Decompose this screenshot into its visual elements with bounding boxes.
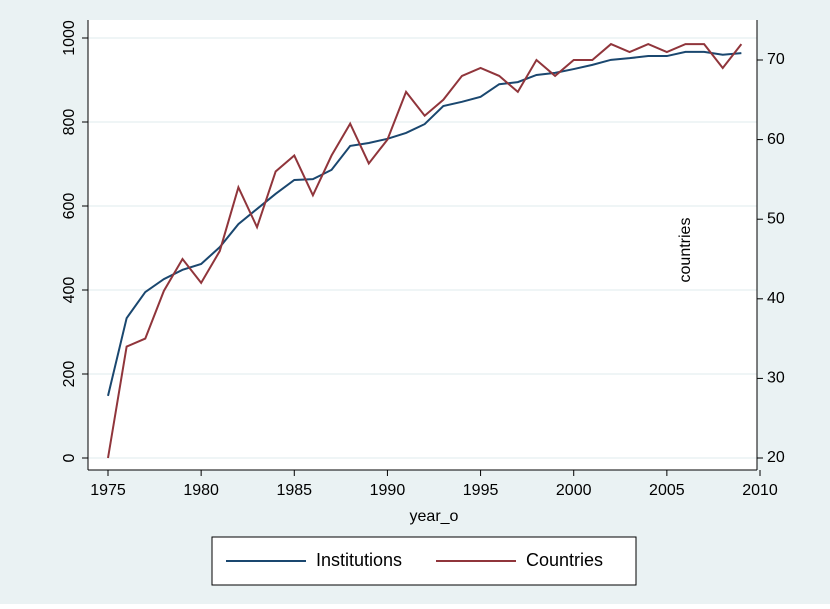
y2-tick-label: 50 [767,210,785,227]
y2-tick-label: 70 [767,51,785,68]
legend-label: Institutions [316,550,402,570]
x-tick-label: 1975 [90,482,126,499]
series-line [107,42,743,459]
x-tick-label: 2010 [742,482,778,499]
series-line [107,50,742,397]
x-tick-label: 1990 [370,482,406,499]
y-tick-label: 0 [61,453,78,462]
x-tick-label: 2005 [649,482,685,499]
x-tick-label: 2000 [556,482,592,499]
y-tick-label: 600 [61,193,78,220]
y2-tick-label: 20 [767,449,785,466]
plot-area [88,20,757,470]
x-tick-label: 1985 [276,482,312,499]
y-tick-label: 800 [61,109,78,136]
legend-label: Countries [526,550,603,570]
y-tick-label: 200 [61,361,78,388]
y2-tick-label: 60 [767,131,785,148]
y-tick-label: 400 [61,277,78,304]
x-axis-title: year_o [410,508,459,525]
y-tick-label: 1000 [61,20,78,56]
annotation: countries [677,218,694,283]
x-tick-label: 1995 [463,482,499,499]
x-tick-label: 1980 [183,482,219,499]
y2-tick-label: 30 [767,370,785,387]
y2-tick-label: 40 [767,290,785,307]
